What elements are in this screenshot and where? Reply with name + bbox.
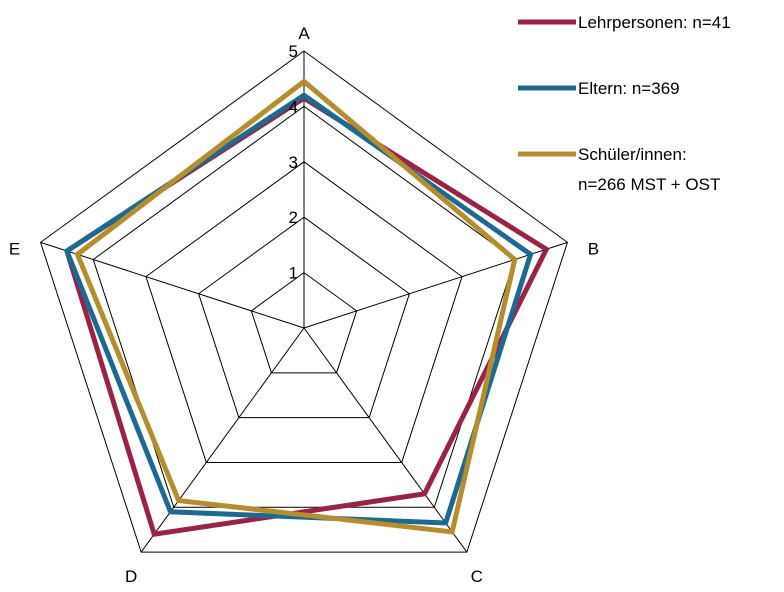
grid-ring-3 <box>145 161 463 463</box>
spoke-D <box>140 327 305 553</box>
grid-ring-2 <box>198 216 410 419</box>
tick-label-1: 1 <box>289 264 298 283</box>
legend-label-schueler-line1: Schüler/innen: <box>578 145 687 164</box>
legend: Lehrpersonen: n=41 Eltern: n=369 Schüler… <box>518 13 731 194</box>
axis-label-D: D <box>125 567 137 586</box>
legend-label-schueler-line2: n=266 MST + OST <box>578 175 720 194</box>
radar-series <box>63 78 550 537</box>
spoke-B <box>303 241 568 329</box>
legend-label-lehrpersonen: Lehrpersonen: n=41 <box>578 13 731 32</box>
legend-label-eltern: Eltern: n=369 <box>578 79 680 98</box>
tick-label-2: 2 <box>289 208 298 227</box>
series-line-1 <box>63 92 534 526</box>
tick-label-3: 3 <box>289 153 298 172</box>
tick-label-5: 5 <box>289 42 298 61</box>
axis-label-A: A <box>298 24 310 43</box>
axis-labels: A B C D E <box>9 24 599 586</box>
grid-ring-5 <box>39 50 569 553</box>
radial-tick-labels: 1 2 3 4 5 <box>289 42 298 283</box>
grid-ring-1 <box>250 271 358 374</box>
grid-ring-4 <box>92 105 516 508</box>
spoke-C <box>303 327 468 553</box>
radar-grid <box>39 50 569 553</box>
axis-label-E: E <box>9 239 20 258</box>
series-line-2 <box>74 78 518 535</box>
axis-label-B: B <box>588 239 599 258</box>
axis-label-C: C <box>471 567 483 586</box>
spoke-E <box>40 241 305 329</box>
tick-label-4: 4 <box>289 97 298 116</box>
